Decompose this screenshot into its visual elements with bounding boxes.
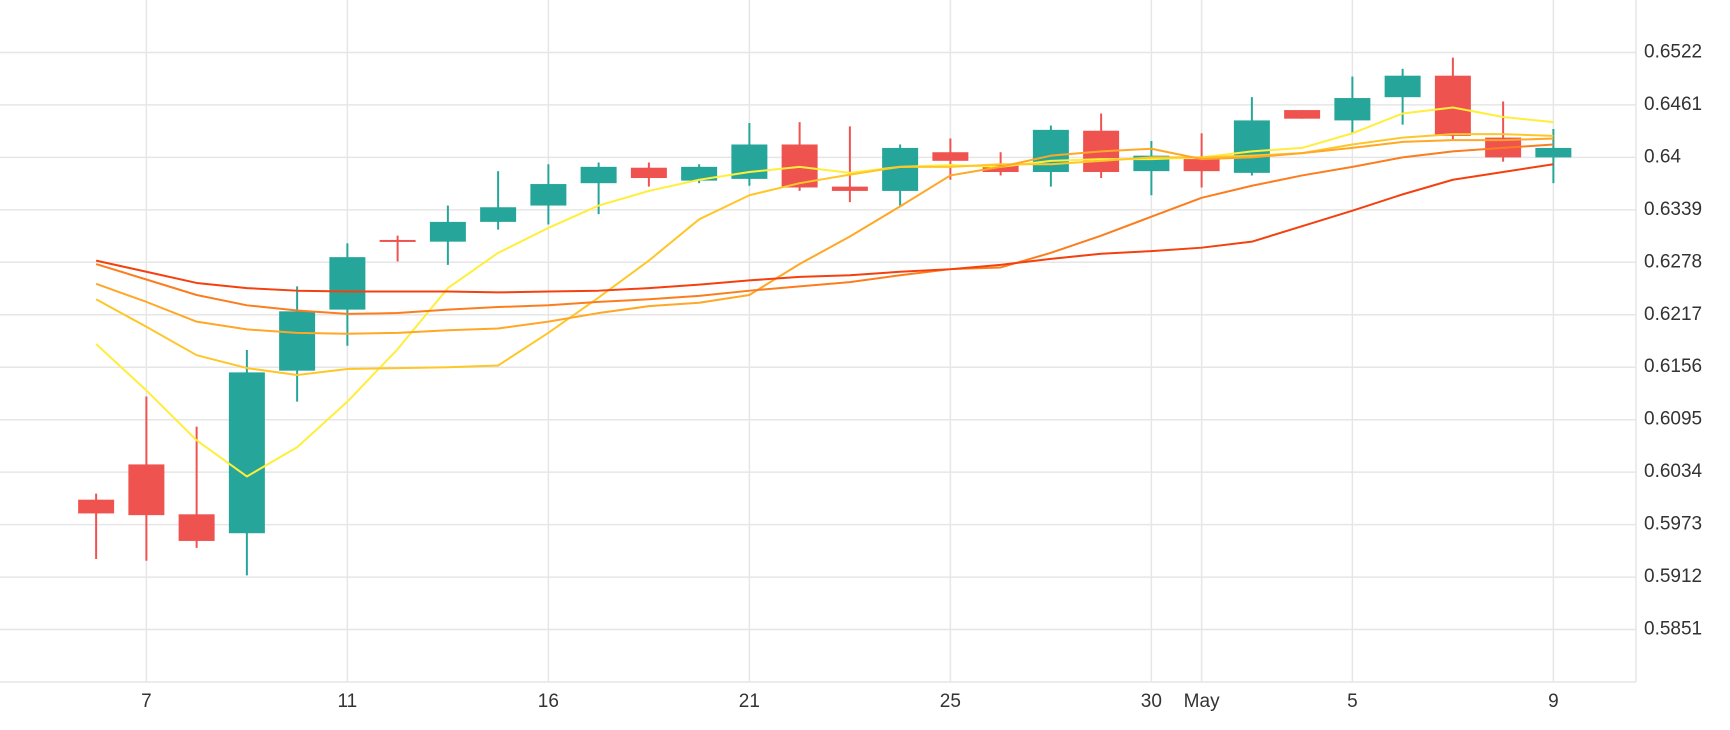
candle-body (128, 464, 165, 516)
candle-body (178, 514, 215, 541)
moving-averages (95, 106, 1554, 478)
ma-line (95, 143, 1554, 315)
candle-body (1284, 110, 1321, 119)
y-tick-label: 0.6339 (1644, 199, 1702, 220)
candles (78, 57, 1572, 576)
candle-body (279, 311, 316, 371)
candle-body (1032, 129, 1069, 173)
x-tick-label: 9 (1548, 691, 1559, 712)
x-tick-label: 16 (538, 691, 559, 712)
candle-body (228, 372, 265, 534)
y-tick-label: 0.6095 (1644, 409, 1702, 430)
y-tick-label: 0.6034 (1644, 461, 1703, 482)
candle-body (1233, 120, 1270, 173)
candle-body (480, 207, 517, 222)
candle-body (429, 221, 466, 242)
ma-line (95, 106, 1554, 478)
x-tick-label: 30 (1141, 691, 1162, 712)
candle-body (630, 167, 667, 179)
ma-line (95, 163, 1554, 294)
candle-body (1384, 75, 1421, 98)
x-tick-label: May (1184, 691, 1220, 712)
x-tick-label: 21 (739, 691, 760, 712)
y-tick-label: 0.6217 (1644, 304, 1702, 325)
candle-body (1334, 98, 1371, 121)
y-tick-label: 0.5851 (1644, 619, 1702, 640)
candle-body (1434, 75, 1471, 136)
x-tick-label: 11 (338, 691, 358, 712)
x-tick-label: 7 (141, 691, 152, 712)
y-tick-label: 0.6461 (1644, 94, 1702, 115)
candle-body (530, 184, 567, 206)
x-tick-label: 25 (940, 691, 961, 712)
candle-body (329, 257, 366, 310)
candle-body (932, 152, 969, 161)
candle-body (379, 239, 416, 242)
candle-body (982, 165, 1019, 173)
y-tick-label: 0.5912 (1644, 566, 1702, 587)
x-tick-label: 5 (1347, 691, 1358, 712)
candle-body (580, 166, 617, 184)
candle-body (681, 166, 718, 181)
candle-body (1183, 159, 1220, 172)
ma-line (95, 137, 1554, 335)
candle-body (831, 186, 868, 191)
candle-body (1535, 147, 1572, 158)
y-tick-label: 0.5973 (1644, 514, 1702, 535)
grid (0, 0, 1637, 683)
y-tick-label: 0.6278 (1644, 251, 1702, 272)
y-tick-label: 0.64 (1644, 146, 1681, 167)
candle-body (78, 499, 115, 514)
y-tick-label: 0.6156 (1644, 356, 1702, 377)
y-tick-label: 0.6522 (1644, 41, 1702, 62)
